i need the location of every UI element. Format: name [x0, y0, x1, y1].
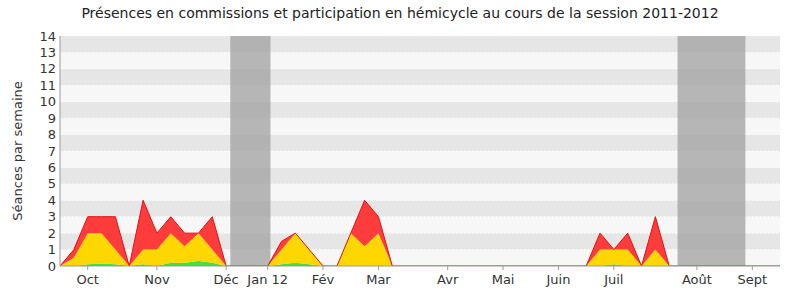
title: Présences en commissions et participatio…: [81, 5, 718, 21]
areas: [60, 200, 780, 266]
x-tick: [267, 266, 268, 270]
x-tick: [378, 266, 379, 270]
x-tick: [613, 266, 614, 270]
area: [60, 233, 780, 266]
x-tick: [752, 266, 753, 270]
y-axis: [60, 36, 61, 266]
y-tick-label: 12: [39, 61, 56, 76]
grid-line: [60, 216, 780, 217]
x-tick-label: Nov: [144, 272, 170, 287]
grid-band: [60, 69, 780, 85]
x-tick-label: Jan 12: [246, 272, 288, 287]
y-tick-label: 13: [39, 45, 56, 60]
x-tick: [503, 266, 504, 270]
y-tick-label: 0: [48, 259, 56, 274]
y-tick-label: 5: [48, 176, 56, 191]
x-tick-label: Juin: [545, 272, 570, 287]
y-tick-label: 11: [39, 78, 56, 93]
grid: [60, 36, 780, 266]
grid-line: [60, 183, 780, 184]
grid-band: [60, 102, 780, 118]
grid-band: [60, 52, 780, 68]
y-tick-label: 6: [48, 160, 56, 175]
x-tick: [323, 266, 324, 270]
grid-line: [60, 85, 780, 86]
shaded-range: [230, 36, 270, 266]
x-tick-label: Oct: [76, 272, 98, 287]
y-tick-label: 3: [48, 209, 56, 224]
y-tick-label: 8: [48, 127, 56, 142]
x-tick-label: Avr: [437, 272, 459, 287]
grid-band: [60, 151, 780, 167]
x-axis: [60, 266, 780, 267]
y-tick-label: 10: [39, 94, 56, 109]
grid-band: [60, 200, 780, 216]
grid-line: [60, 266, 780, 267]
grid-band: [60, 135, 780, 151]
x-tick: [447, 266, 448, 270]
grid-band: [60, 85, 780, 101]
grid-band: [60, 36, 780, 52]
x-tick: [558, 266, 559, 270]
x-tick-label: Déc: [214, 272, 239, 287]
shaded-range: [678, 36, 746, 266]
stack-outline: [60, 200, 780, 266]
grid-line: [60, 68, 780, 69]
x-tick: [226, 266, 227, 270]
x-tick: [87, 266, 88, 270]
x-tick-label: Juil: [603, 272, 623, 287]
x-tick-label: Sept: [738, 272, 768, 287]
area: [60, 200, 780, 266]
grid-line: [60, 200, 780, 201]
y-tick-label: 14: [39, 29, 56, 44]
grid-line: [60, 167, 780, 168]
y-tick-label: 2: [48, 226, 56, 241]
grid-line: [60, 118, 780, 119]
y-axis-label: Séances par semaine: [10, 81, 25, 220]
x-tick-label: Fév: [312, 272, 335, 287]
x-tick-label: Mai: [492, 272, 515, 287]
y-tick-label: 9: [48, 111, 56, 126]
shaded-ranges: [230, 36, 745, 266]
grid-line: [60, 151, 780, 152]
x-tick-label: Mar: [366, 272, 391, 287]
grid-band: [60, 184, 780, 200]
grid-line: [60, 52, 780, 53]
grid-band: [60, 167, 780, 183]
y-tick-label: 4: [48, 193, 56, 208]
chart: 01234567891011121314OctNovDécJan 12FévMa…: [0, 0, 800, 300]
grid-band: [60, 118, 780, 134]
grid-line: [60, 101, 780, 102]
grid-line: [60, 36, 780, 37]
grid-line: [60, 134, 780, 135]
y-tick-label: 7: [48, 144, 56, 159]
x-tick: [156, 266, 157, 270]
x-tick-label: Août: [682, 272, 712, 287]
x-tick: [696, 266, 697, 270]
y-tick-label: 1: [48, 242, 56, 257]
